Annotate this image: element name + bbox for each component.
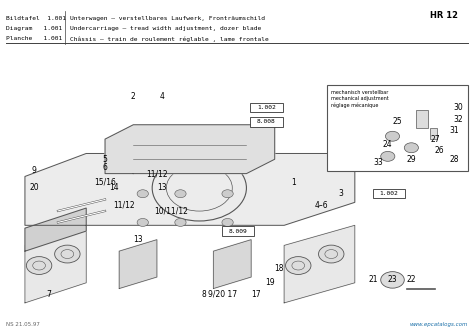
Text: 21: 21 <box>369 275 378 284</box>
Text: 32: 32 <box>454 115 463 124</box>
Text: Unterwagen – verstellbares Laufwerk, Fronträumschild: Unterwagen – verstellbares Laufwerk, Fro… <box>70 16 264 21</box>
Circle shape <box>55 245 80 263</box>
FancyBboxPatch shape <box>373 189 405 198</box>
Text: 6: 6 <box>102 164 108 172</box>
Text: 15/16: 15/16 <box>94 178 116 187</box>
Text: 4: 4 <box>159 92 164 101</box>
Circle shape <box>222 218 233 226</box>
Circle shape <box>381 152 395 161</box>
Text: 22: 22 <box>407 275 416 284</box>
Text: 4–6: 4–6 <box>315 201 328 210</box>
FancyBboxPatch shape <box>222 226 255 236</box>
Text: 5: 5 <box>102 155 108 164</box>
Polygon shape <box>25 208 86 251</box>
Bar <box>416 111 428 128</box>
Circle shape <box>222 190 233 198</box>
Text: 11/12: 11/12 <box>113 201 135 210</box>
Text: Undercarriage – tread width adjustment, dozer blade: Undercarriage – tread width adjustment, … <box>70 26 261 31</box>
Circle shape <box>285 257 311 274</box>
Text: 10/11/12: 10/11/12 <box>154 206 188 215</box>
Text: Diagram   1.001: Diagram 1.001 <box>6 26 63 31</box>
Text: Châssis – train de roulement réglable , lame frontale: Châssis – train de roulement réglable , … <box>70 36 268 42</box>
Text: Bildtafel  1.001: Bildtafel 1.001 <box>6 16 66 21</box>
Text: 29: 29 <box>407 155 416 164</box>
Text: www.epcatalogs.com: www.epcatalogs.com <box>410 322 468 327</box>
Text: mechanisch verstellbar: mechanisch verstellbar <box>331 91 389 96</box>
Polygon shape <box>25 225 86 303</box>
Text: 8: 8 <box>201 290 206 299</box>
Text: 9: 9 <box>32 166 37 175</box>
Text: 8.008: 8.008 <box>257 120 275 125</box>
Text: mechanical adjustment: mechanical adjustment <box>331 97 389 102</box>
Text: 11/12: 11/12 <box>146 169 168 178</box>
Text: 31: 31 <box>449 126 458 135</box>
Polygon shape <box>213 240 251 288</box>
Polygon shape <box>284 225 355 303</box>
Text: 18: 18 <box>274 264 284 273</box>
Text: 3: 3 <box>338 189 343 198</box>
Circle shape <box>137 190 148 198</box>
Text: 25: 25 <box>392 118 402 127</box>
FancyBboxPatch shape <box>250 103 283 112</box>
Text: 17: 17 <box>251 290 261 299</box>
Circle shape <box>27 257 52 274</box>
Circle shape <box>319 245 344 263</box>
Text: 1.002: 1.002 <box>257 105 275 110</box>
Text: 28: 28 <box>449 155 458 164</box>
Text: 24: 24 <box>383 141 392 150</box>
Polygon shape <box>105 125 275 173</box>
Text: NS 21.05.97: NS 21.05.97 <box>6 322 40 327</box>
Text: 8.009: 8.009 <box>228 228 247 233</box>
Text: 30: 30 <box>454 103 464 112</box>
Text: 14: 14 <box>109 183 119 192</box>
Text: 23: 23 <box>388 275 397 284</box>
Circle shape <box>175 190 186 198</box>
Circle shape <box>175 218 186 226</box>
Bar <box>430 128 438 139</box>
Text: 7: 7 <box>46 290 51 299</box>
Circle shape <box>137 218 148 226</box>
Circle shape <box>385 131 400 141</box>
Text: 20: 20 <box>29 183 39 192</box>
Text: 1.002: 1.002 <box>379 191 398 196</box>
Text: 19: 19 <box>265 278 275 287</box>
Text: 26: 26 <box>435 146 445 155</box>
Polygon shape <box>119 240 157 288</box>
Text: 33: 33 <box>374 158 383 166</box>
FancyBboxPatch shape <box>250 117 283 127</box>
Polygon shape <box>25 154 355 225</box>
Circle shape <box>404 143 419 153</box>
Text: HR 12: HR 12 <box>430 11 458 20</box>
Text: 1: 1 <box>291 178 296 187</box>
Text: réglage mécanique: réglage mécanique <box>331 102 379 108</box>
Text: 2: 2 <box>131 92 136 101</box>
Text: 27: 27 <box>430 135 440 144</box>
Text: Planche   1.001: Planche 1.001 <box>6 36 63 41</box>
Text: 13: 13 <box>157 183 166 192</box>
FancyBboxPatch shape <box>327 85 468 171</box>
Circle shape <box>381 272 404 288</box>
Text: 13: 13 <box>133 235 143 244</box>
Text: 9/20 17: 9/20 17 <box>208 290 237 299</box>
